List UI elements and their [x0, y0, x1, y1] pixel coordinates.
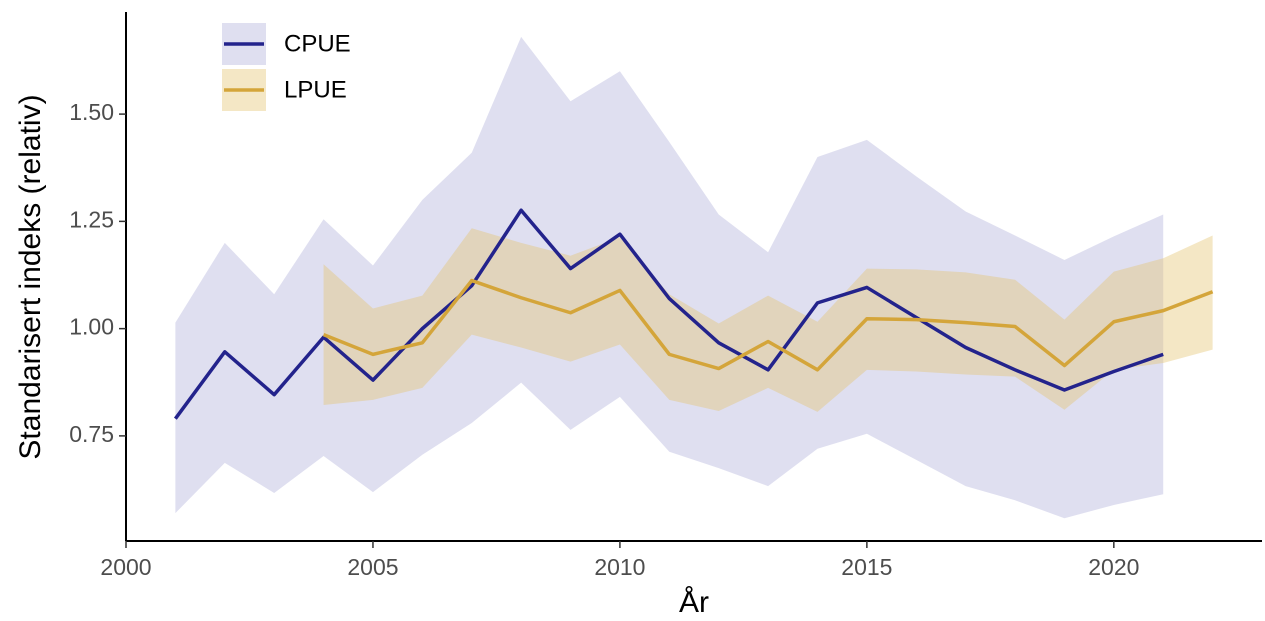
y-tick-label: 1.50 — [69, 99, 114, 125]
x-tick-label: 2010 — [594, 554, 645, 580]
y-axis-title: Standarisert indeks (relativ) — [14, 94, 47, 459]
legend-label: LPUE — [284, 76, 347, 103]
lines — [173, 208, 1214, 420]
series-line — [173, 208, 1164, 420]
series-line — [322, 278, 1214, 372]
legend: CPUE LPUE — [222, 23, 351, 111]
y-tick-label: 1.00 — [69, 314, 114, 340]
confidence-band — [323, 228, 1213, 412]
confidence-band — [175, 36, 1164, 519]
x-axis-title: År — [679, 586, 709, 619]
axes: 2000 2005 2010 2015 2020 0.75 1.00 1.25 1.50 — [69, 12, 1262, 580]
x-tick-label: 2020 — [1088, 554, 1139, 580]
x-tick-label: 2005 — [347, 554, 398, 580]
y-tick-label: 1.25 — [69, 206, 114, 232]
legend-label: CPUE — [284, 30, 351, 57]
x-tick-label: 2015 — [841, 554, 892, 580]
bands — [175, 36, 1213, 519]
x-tick-label: 2000 — [100, 554, 151, 580]
y-tick-label: 0.75 — [69, 421, 114, 447]
